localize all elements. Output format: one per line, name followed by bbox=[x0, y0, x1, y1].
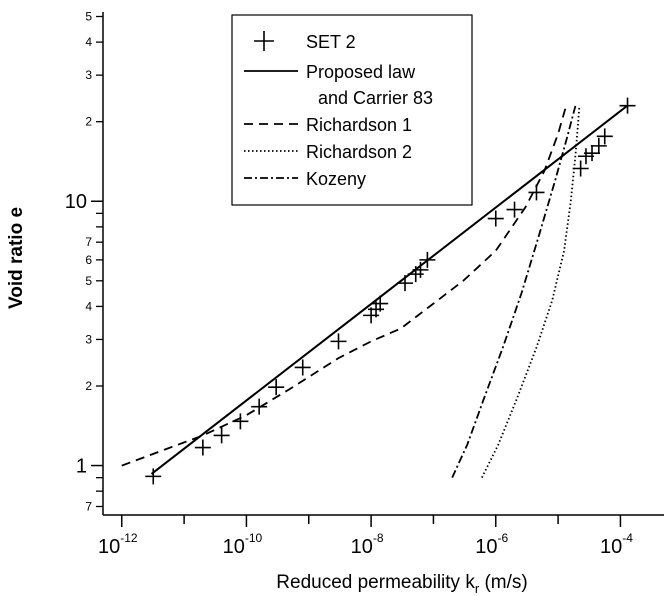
data-point-set2 bbox=[487, 210, 504, 227]
legend-box bbox=[231, 14, 473, 206]
x-tick-label: 10-12 bbox=[98, 531, 138, 558]
x-tick-label: 10-10 bbox=[223, 531, 263, 558]
legend-label: Richardson 2 bbox=[306, 142, 412, 162]
data-point-set2 bbox=[619, 97, 636, 114]
data-point-set2 bbox=[194, 439, 211, 456]
y-tick-label: 7 bbox=[85, 235, 92, 249]
legend-label: Richardson 1 bbox=[306, 115, 412, 135]
data-point-set2 bbox=[412, 261, 429, 278]
y-tick-label: 1 bbox=[76, 456, 87, 478]
y-tick-label: 5 bbox=[85, 274, 92, 288]
y-tick-label: 10 bbox=[65, 191, 87, 213]
series-layer bbox=[121, 104, 629, 479]
data-point-set2 bbox=[251, 398, 268, 415]
series-line-dashdot bbox=[451, 105, 577, 478]
data-point-set2 bbox=[407, 266, 424, 283]
y-tick-label: 2 bbox=[85, 379, 92, 393]
x-axis-title-main: Reduced permeability k bbox=[276, 572, 475, 593]
legend-label: Proposed law bbox=[306, 62, 416, 82]
data-point-set2 bbox=[572, 160, 589, 177]
y-tick-label: 4 bbox=[85, 299, 92, 313]
data-point-set2 bbox=[232, 413, 249, 430]
series-line-dashed bbox=[121, 105, 568, 467]
y-tick-label: 3 bbox=[85, 332, 92, 346]
y-tick-label: 7 bbox=[85, 499, 92, 513]
data-point-set2 bbox=[419, 251, 436, 268]
x-axis-title: Reduced permeability kr (m/s) bbox=[276, 572, 527, 596]
x-tick-label: 10-4 bbox=[600, 531, 633, 558]
axes bbox=[102, 12, 664, 516]
series-line-solid bbox=[150, 104, 629, 475]
y-tick-label: 4 bbox=[85, 35, 92, 49]
y-axis-title: Void ratio e bbox=[6, 207, 27, 309]
data-point-set2 bbox=[528, 184, 545, 201]
y-tick-label: 5 bbox=[85, 10, 92, 24]
legend-label: and Carrier 83 bbox=[318, 88, 433, 108]
x-axis-title-unit: (m/s) bbox=[479, 572, 528, 593]
ticks bbox=[91, 15, 622, 527]
data-point-set2 bbox=[584, 145, 601, 162]
legend-marker-plus bbox=[254, 31, 274, 51]
data-point-set2 bbox=[330, 333, 347, 350]
series-line-dotted bbox=[481, 105, 581, 479]
x-tick-label: 10-8 bbox=[351, 531, 384, 558]
data-point-set2 bbox=[145, 468, 162, 485]
x-axis-title-sub: r bbox=[475, 581, 480, 596]
data-point-set2 bbox=[506, 201, 523, 218]
data-point-set2 bbox=[372, 295, 389, 312]
tick-labels: 10-12 10-10 10-8 10-6 10-4 7 1 2 3 4 5 6 7 10 2 3 4 5 bbox=[65, 10, 633, 558]
data-point-set2 bbox=[397, 275, 414, 292]
legend-label: SET 2 bbox=[306, 32, 356, 52]
y-tick-label: 6 bbox=[85, 253, 92, 267]
data-point-set2 bbox=[590, 137, 607, 154]
y-tick-label: 2 bbox=[85, 115, 92, 129]
data-point-set2 bbox=[268, 379, 285, 396]
data-point-set2 bbox=[596, 128, 613, 145]
data-point-set2 bbox=[294, 359, 311, 376]
data-point-set2 bbox=[213, 427, 230, 444]
y-tick-label: 3 bbox=[85, 68, 92, 82]
legend: SET 2 Proposed law and Carrier 83 Richardso… bbox=[231, 14, 473, 206]
legend-label: Kozeny bbox=[306, 169, 366, 189]
x-tick-label: 10-6 bbox=[475, 531, 508, 558]
markers-layer bbox=[145, 97, 636, 485]
